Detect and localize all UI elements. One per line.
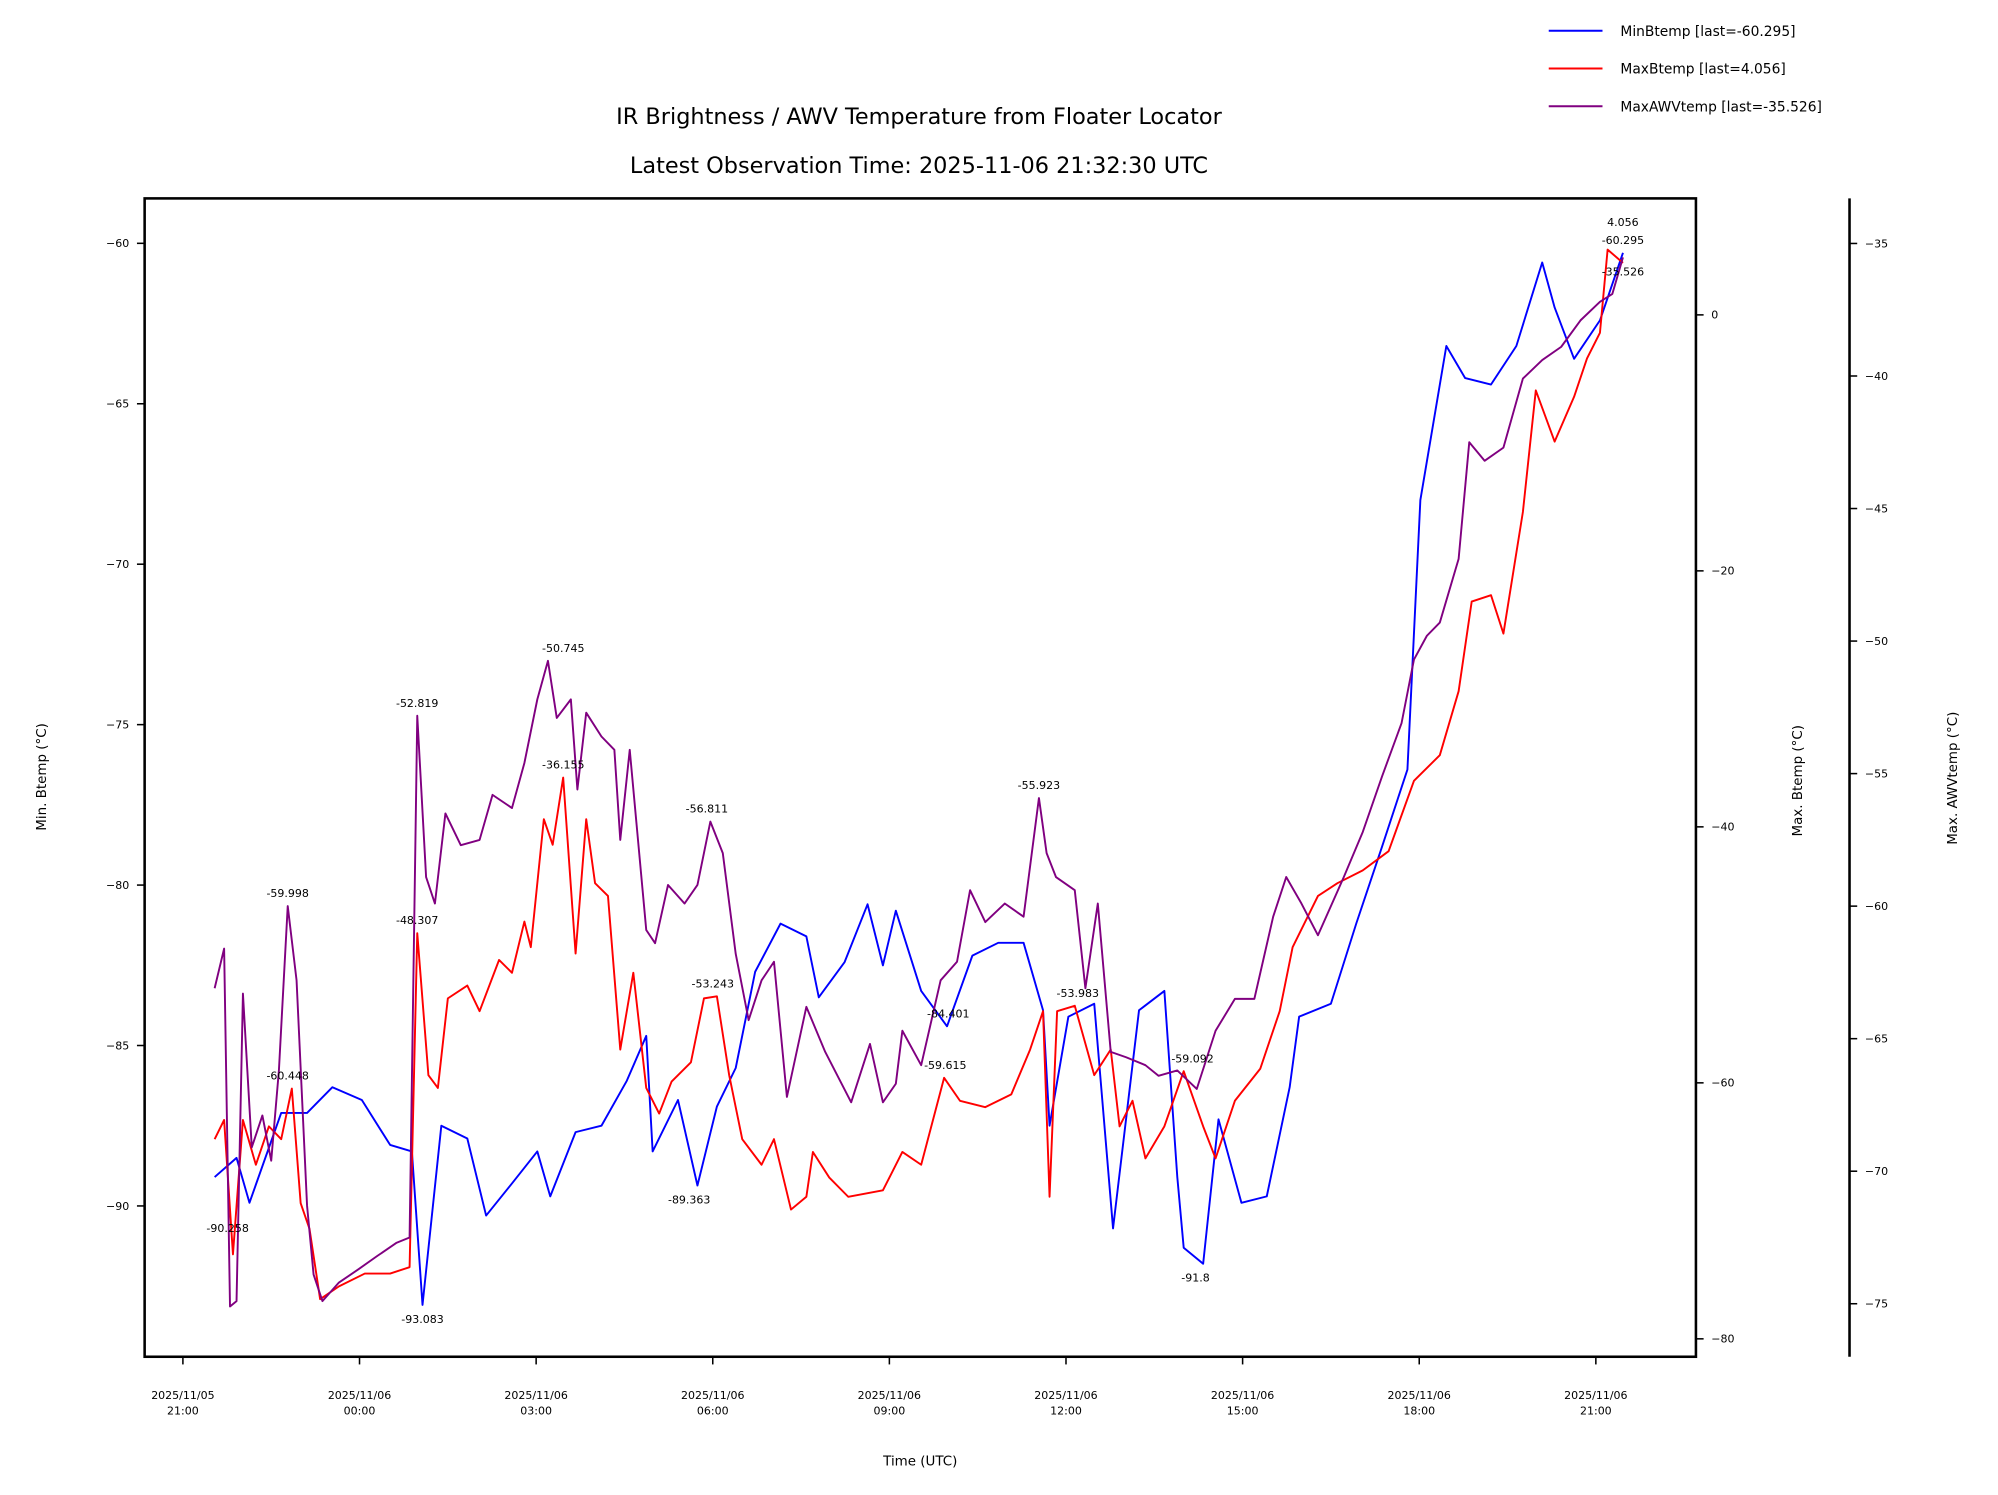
x-tick-label-time: 09:00 (874, 1404, 906, 1417)
x-axis-label: Time (UTC) (882, 1455, 957, 1470)
x-tick-label-date: 2025/11/06 (858, 1389, 921, 1402)
annotation-label: -35.526 (1602, 265, 1644, 278)
maxbtemp-axis-label: Max. Btemp (°C) (1791, 725, 1806, 836)
x-tick-label-date: 2025/11/06 (1034, 1389, 1097, 1402)
plot-area: -90.258 -59.998 -60.448 -52.819 -48.307 -93.0… (206, 216, 1644, 1326)
chart-title: IR Brightness / AWV Temperature from Flo… (616, 104, 1222, 130)
annotation-label: -84.401 (927, 1007, 969, 1020)
annotation-label: -60.448 (266, 1070, 308, 1083)
legend-label-maxbtemp: MaxBtemp [last=4.056] (1620, 62, 1785, 78)
x-tick-label-time: 03:00 (520, 1404, 552, 1417)
annotation-label: -55.923 (1018, 779, 1060, 792)
x-tick-label-date: 2025/11/06 (328, 1389, 391, 1402)
right1-y-tick-label: −40 (1711, 821, 1734, 834)
left-y-tick-label: −85 (106, 1039, 129, 1052)
right2-y-tick-label: −60 (1865, 900, 1888, 913)
legend: MinBtemp [last=-60.295] MaxBtemp [last=4.… (1548, 24, 1822, 115)
x-tick-label-date: 2025/11/06 (681, 1389, 744, 1402)
right2-y-tick-label: −70 (1865, 1165, 1888, 1178)
chart-subtitle: Latest Observation Time: 2025-11-06 21:3… (630, 153, 1208, 179)
series-line-maxawvtemp (213, 257, 1624, 1308)
annotation-label: -48.307 (396, 914, 438, 927)
legend-label-maxawvtemp: MaxAWVtemp [last=-35.526] (1620, 99, 1821, 115)
x-tick-label-date: 2025/11/06 (1564, 1389, 1627, 1402)
annotation-label: -59.615 (924, 1059, 966, 1072)
x-tick-label-time: 18:00 (1403, 1404, 1435, 1417)
plot-frame (143, 197, 1698, 1359)
series-line-maxbtemp (213, 248, 1624, 1301)
left-y-tick-label: −80 (106, 879, 129, 892)
right2-y-tick-label: −40 (1865, 370, 1888, 383)
right1-y-tick-label: −20 (1711, 565, 1734, 578)
x-tick-label-time: 06:00 (697, 1404, 729, 1417)
annotation-label: -91.8 (1181, 1272, 1209, 1285)
x-tick-label-time: 21:00 (167, 1404, 199, 1417)
annotation-label: -50.745 (542, 642, 584, 655)
annotation-label: -90.258 (206, 1222, 248, 1235)
annotation-label: -56.811 (686, 803, 728, 816)
x-tick-label-time: 12:00 (1050, 1404, 1082, 1417)
annotation-label: -89.363 (668, 1193, 710, 1206)
right2-y-tick-label: −65 (1865, 1033, 1888, 1046)
right1-y-tick-label: −60 (1711, 1077, 1734, 1090)
right1-y-tick-label: −80 (1711, 1333, 1734, 1346)
x-tick-label-time: 00:00 (344, 1404, 376, 1417)
right2-y-tick-label: −35 (1865, 237, 1888, 250)
annotation-label: -53.983 (1057, 987, 1099, 1000)
axes: 2025/11/05 21:00 2025/11/06 00:00 2025/11/06… (106, 237, 1888, 1417)
annotation-label: -53.243 (692, 977, 734, 990)
annotation-label: -59.092 (1171, 1052, 1213, 1065)
left-y-tick-label: −75 (106, 718, 129, 731)
x-tick-label-time: 21:00 (1580, 1404, 1612, 1417)
left-y-tick-label: −65 (106, 398, 129, 411)
x-tick-label-time: 15:00 (1227, 1404, 1259, 1417)
legend-label-minbtemp: MinBtemp [last=-60.295] (1620, 24, 1795, 40)
annotation-label: 4.056 (1607, 216, 1639, 229)
x-tick-label-date: 2025/11/06 (504, 1389, 567, 1402)
series-line-minbtemp (214, 252, 1624, 1306)
right2-y-tick-label: −75 (1865, 1298, 1888, 1311)
x-tick-label-date: 2025/11/06 (1388, 1389, 1451, 1402)
right2-y-tick-label: −50 (1865, 635, 1888, 648)
annotation-label: -93.083 (401, 1313, 443, 1326)
x-tick-label-date: 2025/11/05 (151, 1389, 214, 1402)
awv-axis-label: Max. AWVtemp (°C) (1946, 712, 1961, 845)
right2-y-tick-label: −55 (1865, 767, 1888, 780)
left-y-tick-label: −90 (106, 1200, 129, 1213)
right2-y-tick-label: −45 (1865, 502, 1888, 515)
annotation-label: -36.155 (542, 759, 584, 772)
annotation-label: -60.295 (1602, 234, 1644, 247)
annotation-label: -52.819 (396, 697, 438, 710)
left-y-tick-label: −60 (106, 237, 129, 250)
annotation-label: -59.998 (266, 887, 308, 900)
x-tick-label-date: 2025/11/06 (1211, 1389, 1274, 1402)
left-y-tick-label: −70 (106, 558, 129, 571)
right1-y-tick-label: 0 (1711, 309, 1718, 322)
left-axis-label: Min. Btemp (°C) (35, 723, 50, 831)
